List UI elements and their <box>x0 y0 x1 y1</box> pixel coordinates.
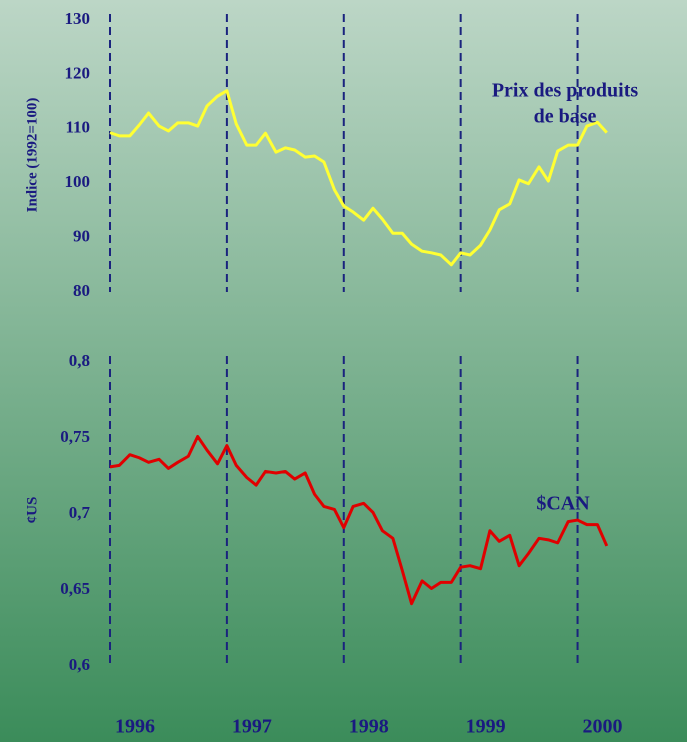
y-tick-label: 0,65 <box>60 579 90 598</box>
y-tick-label: 0,7 <box>69 503 91 522</box>
y-tick-label: 0,6 <box>69 655 90 674</box>
line-series <box>109 434 609 606</box>
annotation: de base <box>534 106 597 128</box>
line-series <box>109 89 608 267</box>
x-tick-label: 1999 <box>466 716 506 738</box>
annotation: Prix des produits <box>492 80 639 102</box>
y-tick-label: 80 <box>73 281 90 300</box>
x-tick-label: 1997 <box>232 716 272 738</box>
y-axis-label: Indice (1992=100) <box>24 98 40 213</box>
y-tick-label: 110 <box>65 118 90 137</box>
x-tick-label: 1996 <box>115 716 155 738</box>
y-tick-label: 90 <box>73 227 90 246</box>
annotation: $CAN <box>536 493 590 515</box>
y-axis-label: ¢US <box>24 497 40 524</box>
y-tick-label: 0,75 <box>60 427 90 446</box>
x-tick-label: 2000 <box>583 716 623 738</box>
x-tick-label: 1998 <box>349 716 389 738</box>
y-tick-label: 100 <box>65 172 91 191</box>
y-tick-label: 0,8 <box>69 351 90 370</box>
y-tick-label: 130 <box>65 9 91 28</box>
y-tick-label: 120 <box>65 63 91 82</box>
